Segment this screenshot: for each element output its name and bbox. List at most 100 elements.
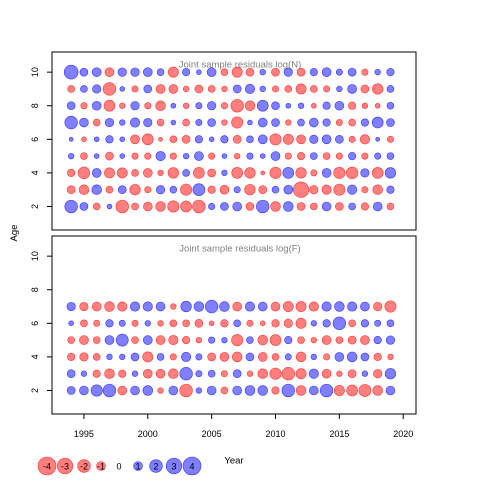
residual-bubble: [168, 335, 179, 346]
residual-bubble: [220, 68, 229, 76]
residual-bubble: [195, 387, 203, 394]
residual-bubble: [269, 166, 282, 179]
residual-bubble: [118, 369, 127, 378]
residual-bubble: [309, 385, 319, 396]
residual-bubble: [92, 202, 101, 211]
residual-bubble: [311, 102, 317, 109]
residual-bubble: [208, 136, 215, 143]
residual-bubble: [192, 183, 206, 197]
x-tick-label: 2015: [329, 429, 349, 439]
residual-bubble: [92, 118, 101, 127]
residual-bubble: [360, 84, 370, 94]
residual-bubble: [271, 386, 280, 395]
residual-bubble: [322, 319, 331, 328]
residual-bubble: [79, 352, 89, 362]
residual-bubble: [180, 200, 192, 213]
residual-bubble: [155, 185, 166, 195]
residual-bubble: [170, 119, 177, 126]
residual-bubble: [208, 336, 216, 344]
residual-bubble: [284, 353, 292, 361]
residual-bubble: [244, 167, 256, 179]
residual-bubble: [309, 134, 319, 144]
residual-bubble: [115, 333, 129, 347]
residual-bubble: [292, 181, 310, 198]
residual-bubble: [348, 101, 357, 110]
residual-bubble: [297, 102, 305, 109]
residual-bubble: [204, 299, 219, 314]
residual-bubble: [119, 136, 126, 143]
residual-bubble: [167, 167, 179, 179]
residual-bubble: [322, 118, 331, 127]
residual-bubble: [271, 185, 280, 194]
x-tick-label: 2005: [202, 429, 222, 439]
y-tick-label: 6: [30, 321, 40, 326]
residual-bubble: [360, 202, 369, 211]
residual-bubble: [157, 387, 164, 394]
residual-bubble: [270, 301, 281, 312]
residual-bubble: [334, 301, 345, 312]
residual-bubble: [102, 383, 117, 398]
residual-bubble: [296, 67, 306, 77]
residual-bubble: [360, 301, 370, 312]
residual-bubble: [232, 301, 242, 312]
residual-bubble: [257, 385, 268, 396]
residual-bubble: [155, 368, 166, 379]
y-axis-log-f: 2 4 6 8 10: [30, 251, 52, 393]
residual-bubble: [79, 67, 89, 77]
residual-bubble: [119, 86, 126, 92]
residual-bubble: [103, 99, 116, 112]
residual-bubble: [67, 168, 76, 177]
residual-bubble: [386, 118, 395, 127]
panel-title-log-f: Joint sample residuals log(F): [179, 244, 300, 255]
residual-bubble: [259, 153, 266, 159]
residual-bubble: [130, 67, 140, 77]
residual-bubble: [285, 102, 292, 109]
residual-bubble: [371, 116, 384, 129]
residual-bubble: [310, 152, 318, 160]
residual-bubble: [233, 186, 241, 194]
residual-bubble: [360, 319, 369, 328]
residual-bubble: [91, 301, 102, 312]
residual-bubble: [157, 320, 164, 327]
residual-bubble: [91, 168, 102, 178]
residual-bubble: [182, 152, 190, 160]
residual-bubble: [118, 319, 126, 327]
residual-bubble: [220, 386, 229, 395]
residual-bubble: [104, 368, 115, 379]
residual-bubble: [115, 199, 129, 214]
x-axis-label: Year: [224, 456, 243, 467]
residual-bubble: [131, 336, 139, 344]
residual-bubble: [116, 167, 128, 179]
residual-bubble: [374, 152, 382, 160]
residual-bubble: [169, 185, 178, 194]
residual-bubble: [77, 166, 91, 180]
residual-bubble: [246, 152, 254, 160]
legend-bubble: [165, 457, 183, 475]
residual-bubble: [295, 317, 307, 329]
residual-bubble: [93, 319, 101, 327]
residual-bubble: [168, 385, 179, 396]
residual-bubble: [195, 336, 203, 344]
residual-bubble: [80, 152, 88, 160]
residual-bubble: [387, 353, 394, 361]
residual-bubble: [80, 370, 88, 377]
legend-bubble: [56, 457, 74, 475]
residual-bubble: [323, 353, 331, 361]
residual-bubble: [386, 68, 395, 77]
residual-bubble: [156, 118, 165, 127]
residual-bubble: [347, 84, 357, 94]
residual-bubble: [131, 85, 139, 93]
residual-bubble: [179, 383, 193, 398]
residual-bubble: [332, 316, 347, 330]
residual-bubble: [269, 334, 282, 346]
residual-bubble: [384, 300, 397, 313]
residual-bubble: [310, 202, 318, 211]
x-tick-label: 2020: [393, 429, 413, 439]
residual-bubble: [296, 152, 306, 161]
residual-bubble: [384, 368, 397, 380]
residual-bubble: [321, 335, 332, 345]
residual-bubble: [347, 67, 357, 77]
residual-bubble: [182, 68, 191, 77]
residual-bubble: [142, 351, 154, 363]
residual-bubble: [195, 102, 203, 110]
